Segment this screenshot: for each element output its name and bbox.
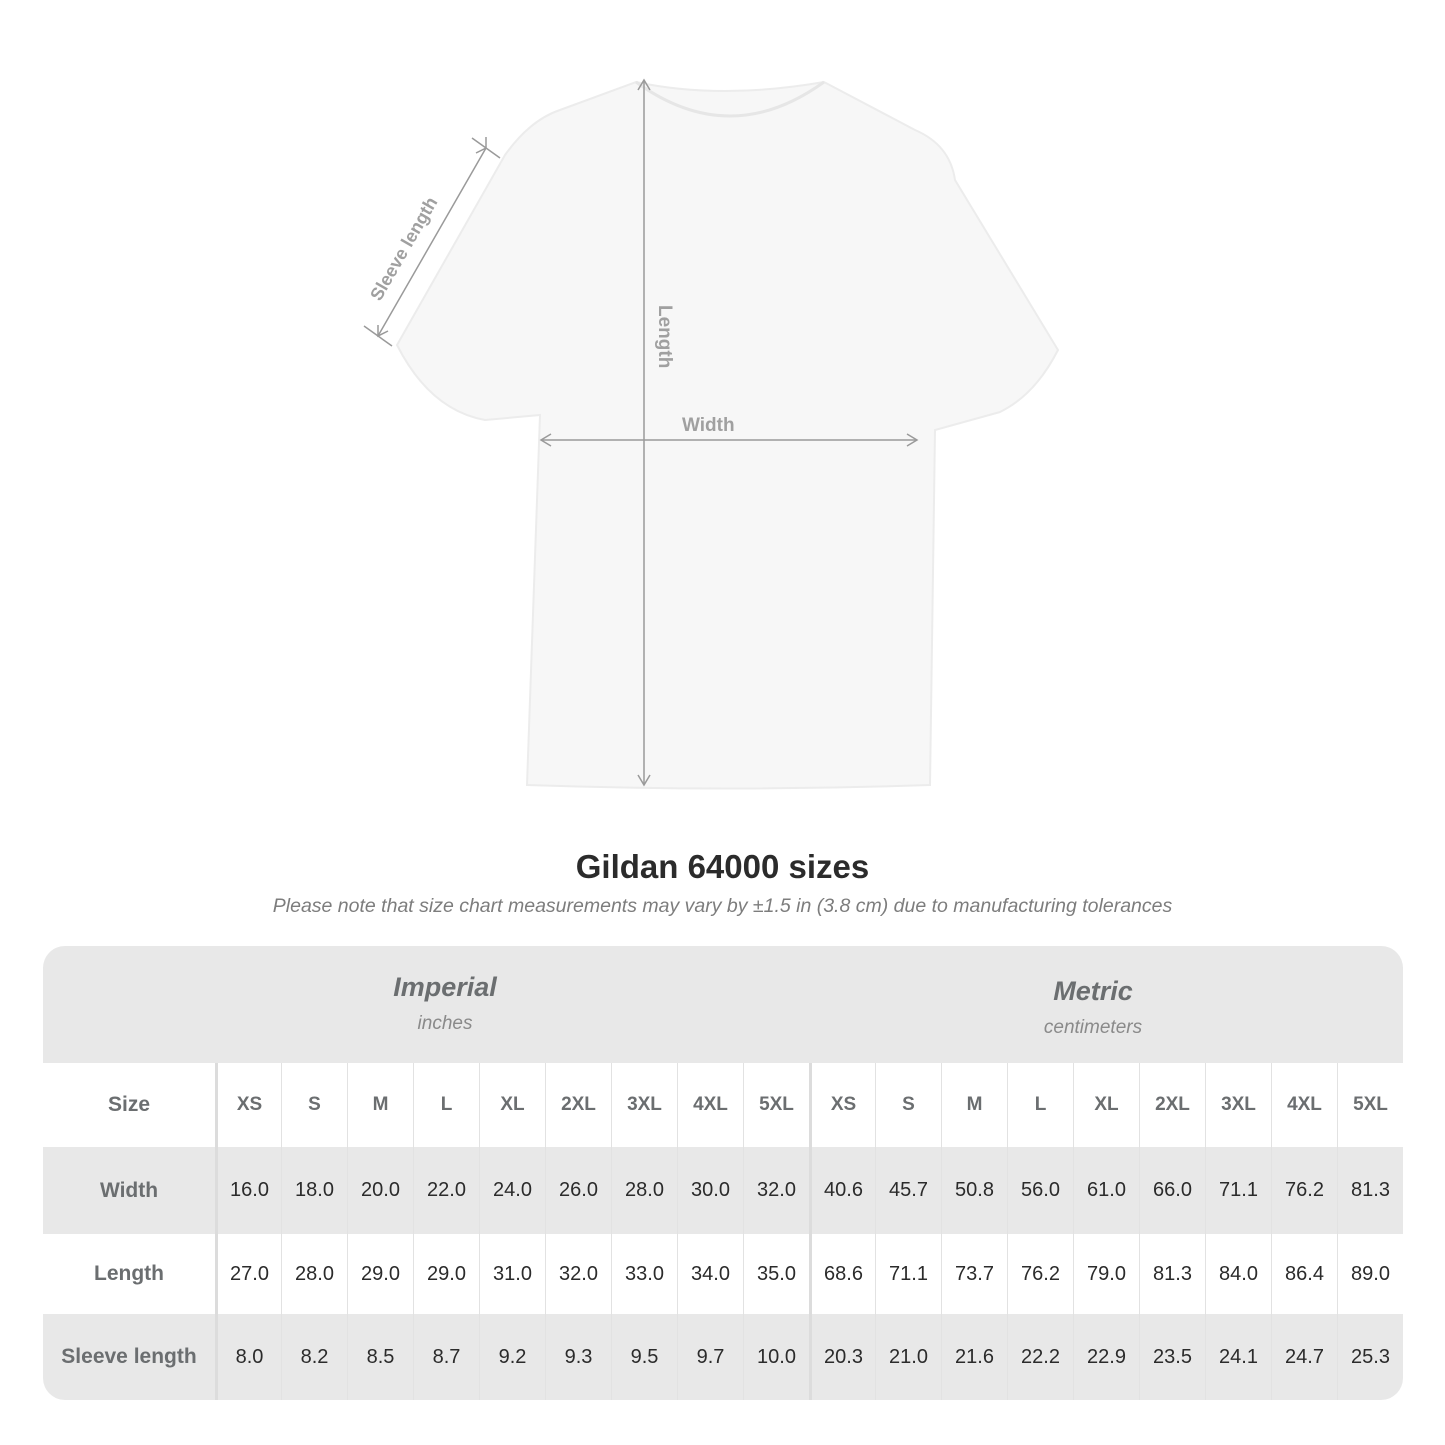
imperial-cell: 32.0 xyxy=(743,1147,809,1234)
imperial-cell: 32.0 xyxy=(545,1234,611,1314)
imperial-size-header: L xyxy=(413,1063,479,1147)
imperial-size-header: XL xyxy=(479,1063,545,1147)
imperial-cell: 24.0 xyxy=(479,1147,545,1234)
metric-size-header: L xyxy=(1007,1063,1073,1147)
metric-header: Metric centimeters xyxy=(893,976,1293,1039)
page-title: Gildan 64000 sizes xyxy=(575,848,870,885)
imperial-cell: 29.0 xyxy=(413,1234,479,1314)
row-label: Width xyxy=(99,1178,159,1202)
metric-cell: 22.9 xyxy=(1073,1314,1139,1400)
metric-size-header: XL xyxy=(1073,1063,1139,1147)
metric-cell: 22.2 xyxy=(1007,1314,1073,1400)
metric-cell: 45.7 xyxy=(875,1147,941,1234)
metric-cell: 76.2 xyxy=(1271,1147,1337,1234)
imperial-cell: 8.0 xyxy=(215,1314,281,1400)
metric-cell: 89.0 xyxy=(1337,1234,1403,1314)
metric-cell: 86.4 xyxy=(1271,1234,1337,1314)
row-label: Size xyxy=(107,1093,151,1116)
table-row: Width 16.0 18.0 20.0 22.0 24.0 26.0 28.0 30.0 32.… xyxy=(43,1147,1403,1234)
metric-cell: 56.0 xyxy=(1007,1147,1073,1234)
imperial-cell: 26.0 xyxy=(545,1147,611,1234)
metric-cell: 61.0 xyxy=(1073,1147,1139,1234)
imperial-cell: 35.0 xyxy=(743,1234,809,1314)
metric-size-header: S xyxy=(875,1063,941,1147)
imperial-size-header: S xyxy=(281,1063,347,1147)
metric-cell: 73.7 xyxy=(941,1234,1007,1314)
metric-cell: 79.0 xyxy=(1073,1234,1139,1314)
tshirt-diagram: Sleeve length Length Width xyxy=(363,78,1060,790)
imperial-cell: 31.0 xyxy=(479,1234,545,1314)
table-row: Sleeve length 8.0 8.2 8.5 8.7 9.2 9.3 9.5 9.7 10.… xyxy=(43,1314,1403,1400)
imperial-cell: 9.2 xyxy=(479,1314,545,1400)
imperial-cell: 9.5 xyxy=(611,1314,677,1400)
imperial-cell: 20.0 xyxy=(347,1147,413,1234)
metric-cell: 40.6 xyxy=(809,1147,875,1234)
metric-title: Metric xyxy=(1053,976,1133,1006)
metric-cell: 81.3 xyxy=(1337,1147,1403,1234)
row-label: Length xyxy=(94,1262,164,1285)
imperial-cell: 8.5 xyxy=(347,1314,413,1400)
imperial-size-header: 3XL xyxy=(611,1063,677,1147)
metric-cell: 71.1 xyxy=(1205,1147,1271,1234)
length-label: Length xyxy=(654,305,675,368)
table-header-band xyxy=(43,946,1403,1063)
imperial-unit: inches xyxy=(417,1013,473,1034)
metric-cell: 23.5 xyxy=(1139,1314,1205,1400)
metric-size-header: 3XL xyxy=(1205,1063,1271,1147)
imperial-size-header: 5XL xyxy=(743,1063,809,1147)
tolerance-note: Please note that size chart measurements… xyxy=(272,895,1173,917)
metric-size-header: 4XL xyxy=(1271,1063,1337,1147)
imperial-size-header: 2XL xyxy=(545,1063,611,1147)
metric-cell: 68.6 xyxy=(809,1234,875,1314)
metric-size-header: M xyxy=(941,1063,1007,1147)
metric-cell: 21.0 xyxy=(875,1314,941,1400)
collar xyxy=(635,80,825,118)
imperial-size-header: XS xyxy=(215,1063,281,1147)
metric-cell: 25.3 xyxy=(1337,1314,1403,1400)
metric-cell: 84.0 xyxy=(1205,1234,1271,1314)
imperial-cell: 8.7 xyxy=(413,1314,479,1400)
imperial-cell: 22.0 xyxy=(413,1147,479,1234)
imperial-cell: 29.0 xyxy=(347,1234,413,1314)
row-label: Sleeve length xyxy=(61,1345,197,1368)
imperial-cell: 33.0 xyxy=(611,1234,677,1314)
imperial-size-header: 4XL xyxy=(677,1063,743,1147)
metric-size-header: 2XL xyxy=(1139,1063,1205,1147)
metric-unit: centimeters xyxy=(1043,1017,1143,1038)
metric-cell: 81.3 xyxy=(1139,1234,1205,1314)
imperial-size-header: M xyxy=(347,1063,413,1147)
metric-cell: 66.0 xyxy=(1139,1147,1205,1234)
metric-cell: 24.1 xyxy=(1205,1314,1271,1400)
sleeve-arrow xyxy=(377,147,487,337)
imperial-cell: 10.0 xyxy=(743,1314,809,1400)
size-table: Imperial inches Metric centimeters Size X… xyxy=(43,946,1403,1400)
imperial-cell: 8.2 xyxy=(281,1314,347,1400)
metric-cell: 50.8 xyxy=(941,1147,1007,1234)
imperial-cell: 16.0 xyxy=(215,1147,281,1234)
metric-size-header: XS xyxy=(809,1063,875,1147)
imperial-cell: 28.0 xyxy=(611,1147,677,1234)
imperial-cell: 34.0 xyxy=(677,1234,743,1314)
metric-cell: 21.6 xyxy=(941,1314,1007,1400)
imperial-cell: 30.0 xyxy=(677,1147,743,1234)
metric-size-header: 5XL xyxy=(1337,1063,1403,1147)
imperial-title: Imperial xyxy=(393,972,497,1002)
table-row: Length 27.0 28.0 29.0 29.0 31.0 32.0 33.0 34.0 35… xyxy=(43,1234,1403,1314)
imperial-header: Imperial inches xyxy=(245,972,645,1035)
metric-cell: 24.7 xyxy=(1271,1314,1337,1400)
imperial-cell: 27.0 xyxy=(215,1234,281,1314)
imperial-cell: 18.0 xyxy=(281,1147,347,1234)
imperial-cell: 28.0 xyxy=(281,1234,347,1314)
metric-cell: 71.1 xyxy=(875,1234,941,1314)
width-label: Width xyxy=(682,415,735,436)
imperial-cell: 9.7 xyxy=(677,1314,743,1400)
metric-cell: 76.2 xyxy=(1007,1234,1073,1314)
imperial-cell: 9.3 xyxy=(545,1314,611,1400)
size-header-row: Size XS S M L XL 2XL 3XL 4XL 5XL XS S M L XL 2XL 3XL 4XL 5… xyxy=(43,1063,1403,1147)
metric-cell: 20.3 xyxy=(809,1314,875,1400)
